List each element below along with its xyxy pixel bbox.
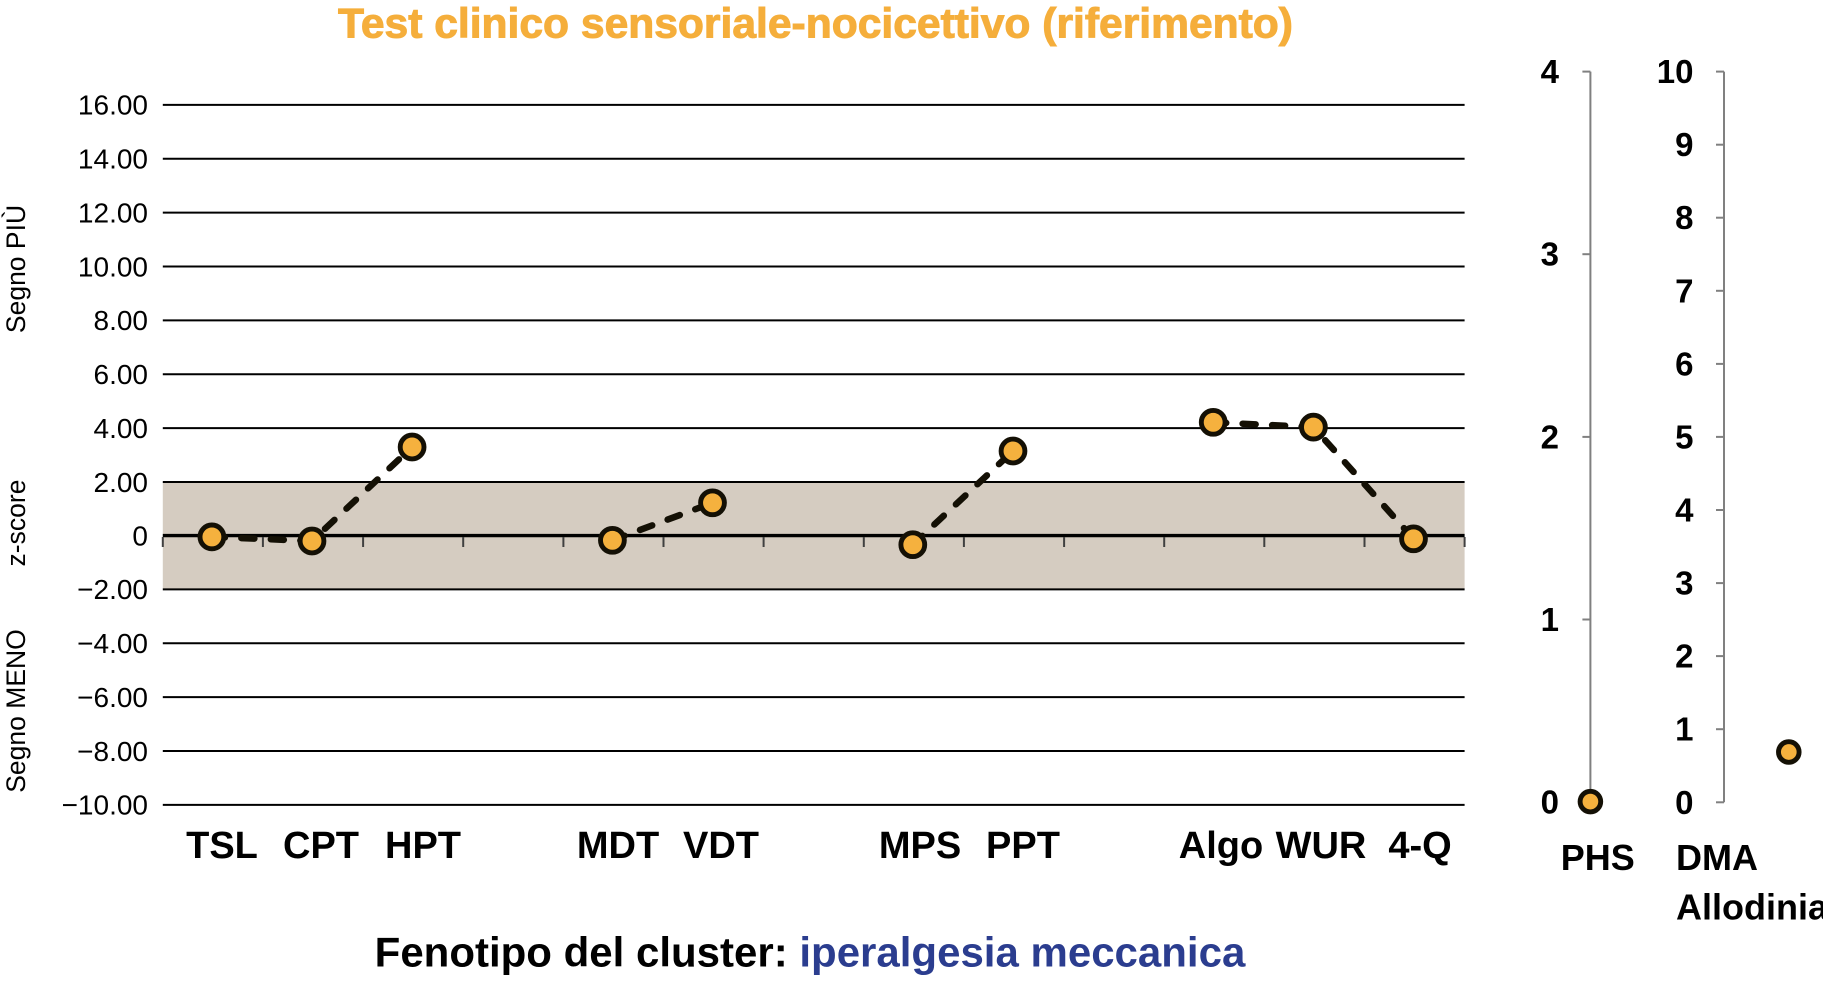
svg-text:14.00: 14.00	[78, 144, 148, 175]
svg-text:CPT: CPT	[283, 825, 359, 867]
svg-text:DMA: DMA	[1676, 837, 1758, 878]
svg-text:0: 0	[1541, 784, 1559, 821]
svg-text:7: 7	[1675, 272, 1693, 309]
svg-text:VDT: VDT	[683, 825, 759, 867]
svg-text:4: 4	[1541, 53, 1560, 90]
svg-text:2: 2	[1675, 638, 1693, 675]
svg-text:MDT: MDT	[577, 825, 659, 867]
svg-text:1: 1	[1675, 711, 1693, 748]
svg-text:5: 5	[1675, 418, 1693, 455]
svg-text:−10.00: −10.00	[62, 790, 148, 821]
svg-text:0: 0	[132, 520, 148, 551]
svg-text:Allodinia: Allodinia	[1676, 887, 1823, 928]
svg-text:Test clinico sensoriale-nocice: Test clinico sensoriale-nocicettivo (rif…	[338, 0, 1293, 47]
svg-text:−2.00: −2.00	[77, 574, 148, 605]
svg-text:4: 4	[1675, 492, 1694, 529]
svg-text:z-score: z-score	[1, 480, 31, 567]
svg-text:2: 2	[1541, 418, 1559, 455]
svg-text:10: 10	[1657, 53, 1694, 90]
svg-text:0: 0	[1675, 784, 1693, 821]
svg-text:4.00: 4.00	[94, 413, 149, 444]
svg-text:3: 3	[1675, 565, 1693, 602]
svg-text:4-Q: 4-Q	[1388, 825, 1451, 867]
svg-text:8.00: 8.00	[94, 305, 149, 336]
svg-text:WUR: WUR	[1276, 825, 1367, 867]
svg-text:Segno MENO: Segno MENO	[1, 629, 31, 793]
svg-text:3: 3	[1541, 236, 1559, 273]
svg-text:9: 9	[1675, 126, 1693, 163]
svg-text:−6.00: −6.00	[77, 682, 148, 713]
svg-text:PPT: PPT	[986, 825, 1060, 867]
svg-text:2.00: 2.00	[94, 467, 149, 498]
svg-text:6.00: 6.00	[94, 359, 149, 390]
svg-text:12.00: 12.00	[78, 197, 148, 228]
svg-text:TSL: TSL	[186, 825, 258, 867]
svg-text:Segno PIÙ: Segno PIÙ	[1, 205, 31, 333]
svg-text:PHS: PHS	[1561, 837, 1635, 878]
svg-text:MPS: MPS	[879, 825, 961, 867]
svg-text:−4.00: −4.00	[77, 628, 148, 659]
svg-text:6: 6	[1675, 345, 1693, 382]
svg-text:HPT: HPT	[385, 825, 461, 867]
svg-text:−8.00: −8.00	[77, 736, 148, 767]
svg-text:1: 1	[1541, 601, 1559, 638]
svg-text:Fenotipo del cluster: iperalge: Fenotipo del cluster: iperalgesia meccan…	[375, 929, 1246, 976]
svg-text:Algo: Algo	[1179, 825, 1263, 867]
svg-text:10.00: 10.00	[78, 251, 148, 282]
svg-text:8: 8	[1675, 199, 1693, 236]
svg-text:16.00: 16.00	[78, 90, 148, 121]
